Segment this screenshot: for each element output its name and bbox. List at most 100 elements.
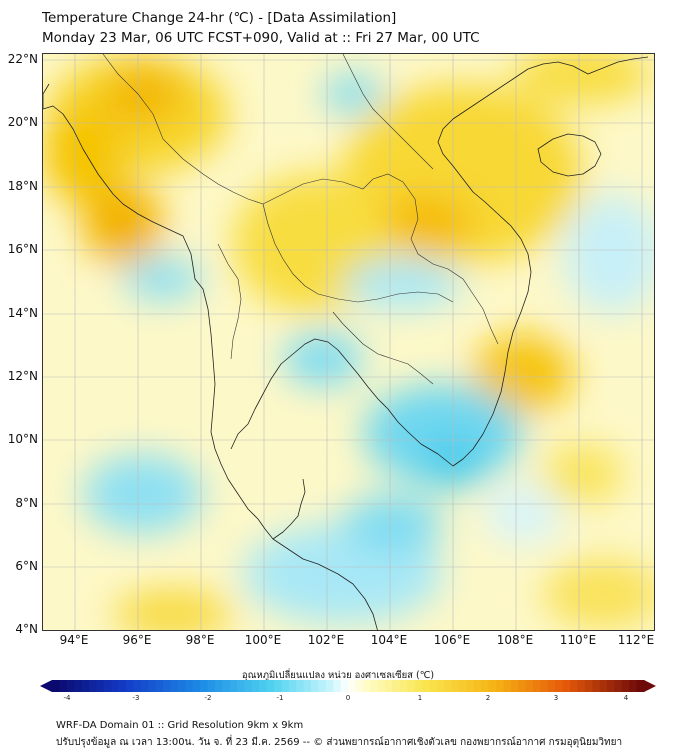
colorbar-cell — [148, 680, 157, 692]
borders — [102, 54, 499, 385]
colorbar-cell — [74, 680, 83, 692]
temperature-field-svg — [43, 54, 654, 630]
footer-model-info: WRF-DA Domain 01 :: Grid Resolution 9km … — [56, 720, 304, 731]
cool-area — [343, 259, 463, 309]
colorbar-cell — [281, 680, 290, 692]
colorbar-cell — [407, 680, 416, 692]
colorbar-cell — [340, 680, 349, 692]
lon-label-96: 96°E — [122, 633, 152, 647]
gulf-and-vietnam-coast — [230, 61, 574, 467]
colorbar-cell — [547, 680, 556, 692]
colorbar-cells — [52, 680, 645, 692]
colorbar-cell — [592, 680, 601, 692]
colorbar-cell — [362, 680, 371, 692]
colorbar-cell — [192, 680, 201, 692]
lat-label-12: 12°N — [7, 369, 38, 383]
cool-area — [323, 74, 383, 114]
myanmar-coast — [43, 83, 50, 109]
colorbar-label: อุณหภูมิเปลี่ยนแปลง หน่วย องศาเซลเซียส (… — [241, 670, 435, 681]
colorbar-cell — [66, 680, 75, 692]
footer-credit: ปรับปรุงข้อมูล ณ เวลา 13:00น. วัน จ. ที่… — [56, 737, 623, 748]
warm-area — [473, 334, 573, 414]
lon-label-110: 110°E — [559, 633, 597, 647]
colorbar-cell — [244, 680, 253, 692]
colorbar-cell — [540, 680, 549, 692]
colorbar-cell — [392, 680, 401, 692]
lat-label-22: 22°N — [7, 52, 38, 66]
colorbar-tick: 4 — [623, 694, 629, 702]
lon-label-108: 108°E — [496, 633, 534, 647]
china-coast — [572, 56, 649, 75]
border — [342, 54, 434, 170]
colorbar-cell — [89, 680, 97, 692]
colorbar-cell — [133, 680, 142, 692]
colorbar-cell — [488, 680, 497, 692]
colorbar-tick: 1 — [417, 694, 423, 702]
colorbar-cell — [163, 680, 171, 692]
border — [332, 311, 434, 385]
colorbar-cell — [422, 680, 430, 692]
colorbar-cell — [214, 680, 223, 692]
lat-label-8: 8°N — [15, 496, 38, 510]
colorbar-cell — [496, 680, 504, 692]
colorbar-tick: -4 — [63, 694, 71, 702]
cool-area — [483, 484, 563, 544]
colorbar-cell — [333, 680, 342, 692]
lat-label-6: 6°N — [15, 559, 38, 573]
map-subtitle: Monday 23 Mar, 06 UTC FCST+090, Valid at… — [42, 30, 480, 46]
colorbar-cell — [325, 680, 334, 692]
colorbar-cell — [259, 680, 268, 692]
lon-label-102: 102°E — [307, 633, 345, 647]
lon-label-98: 98°E — [185, 633, 215, 647]
border — [262, 203, 454, 303]
lat-label-14: 14°N — [7, 306, 38, 320]
colorbar-cell — [200, 680, 208, 692]
colorbar-cell — [555, 680, 564, 692]
colorbar-cell — [355, 680, 364, 692]
colorbar-cell — [473, 680, 482, 692]
warm-area — [113, 589, 233, 630]
colorbar-cell — [510, 680, 519, 692]
warm-area — [43, 104, 123, 204]
warm-area — [513, 54, 653, 104]
border — [102, 54, 264, 205]
colorbar-cell — [399, 680, 408, 692]
colorbar-cell — [562, 680, 571, 692]
colorbar-cell — [229, 680, 238, 692]
colorbar — [40, 680, 656, 692]
colorbar-cell — [96, 680, 105, 692]
colorbar-cell — [370, 680, 379, 692]
border — [262, 173, 499, 345]
colorbar-cell — [118, 680, 127, 692]
colorbar-cell — [385, 680, 393, 692]
map-title: Temperature Change 24-hr (℃) - [Data Ass… — [42, 10, 397, 26]
colorbar-cell — [59, 680, 68, 692]
colorbar-cell — [614, 680, 623, 692]
lat-label-4: 4°N — [15, 622, 38, 636]
warm-core — [103, 64, 183, 124]
colorbar-cell — [170, 680, 179, 692]
warm-area — [543, 444, 623, 504]
colorbar-cell — [185, 680, 194, 692]
colorbar-cell — [584, 680, 593, 692]
colorbar-cell — [348, 680, 356, 692]
colorbar-cell — [140, 680, 149, 692]
colorbar-cell — [126, 680, 134, 692]
lat-label-16: 16°N — [7, 242, 38, 256]
colorbar-cell — [296, 680, 305, 692]
colorbar-cell — [52, 680, 60, 692]
colorbar-min-arrow — [40, 680, 52, 692]
colorbar-cell — [459, 680, 467, 692]
colorbar-cell — [414, 680, 423, 692]
colorbar-cell — [629, 680, 638, 692]
colorbar-cell — [311, 680, 319, 692]
colorbar-cell — [466, 680, 475, 692]
colorbar-cell — [274, 680, 282, 692]
warm-core — [83, 184, 163, 264]
colorbar-cell — [111, 680, 120, 692]
colorbar-tick: 2 — [485, 694, 491, 702]
colorbar-cell — [577, 680, 586, 692]
colorbar-cell — [318, 680, 327, 692]
cool-area — [343, 494, 443, 554]
colorbar-cell — [266, 680, 275, 692]
